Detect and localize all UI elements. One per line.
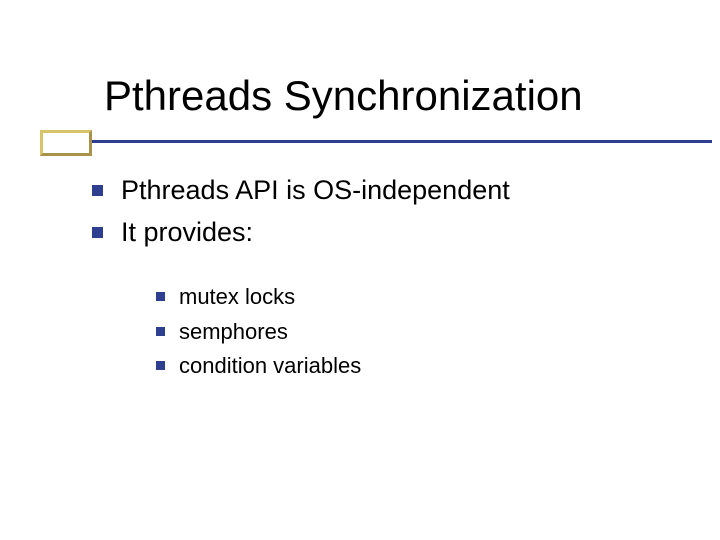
list-item: It provides: bbox=[92, 214, 660, 250]
list-item: semphores bbox=[156, 317, 660, 347]
list-item-text: semphores bbox=[179, 317, 288, 347]
title-accent-box bbox=[40, 130, 92, 156]
square-bullet-icon bbox=[156, 361, 165, 370]
list-item-text: Pthreads API is OS-independent bbox=[121, 172, 510, 208]
list-item-text: mutex locks bbox=[179, 282, 295, 312]
list-item-text: It provides: bbox=[121, 214, 253, 250]
list-item-text: condition variables bbox=[179, 351, 361, 381]
square-bullet-icon bbox=[92, 185, 103, 196]
body-level2: mutex locks semphores condition variable… bbox=[156, 282, 660, 386]
list-item: condition variables bbox=[156, 351, 660, 381]
slide-title: Pthreads Synchronization bbox=[104, 72, 583, 120]
square-bullet-icon bbox=[156, 327, 165, 336]
slide: Pthreads Synchronization Pthreads API is… bbox=[0, 0, 720, 540]
body-level1: Pthreads API is OS-independent It provid… bbox=[92, 172, 660, 257]
square-bullet-icon bbox=[156, 292, 165, 301]
square-bullet-icon bbox=[92, 227, 103, 238]
title-underline bbox=[92, 140, 712, 143]
list-item: Pthreads API is OS-independent bbox=[92, 172, 660, 208]
list-item: mutex locks bbox=[156, 282, 660, 312]
